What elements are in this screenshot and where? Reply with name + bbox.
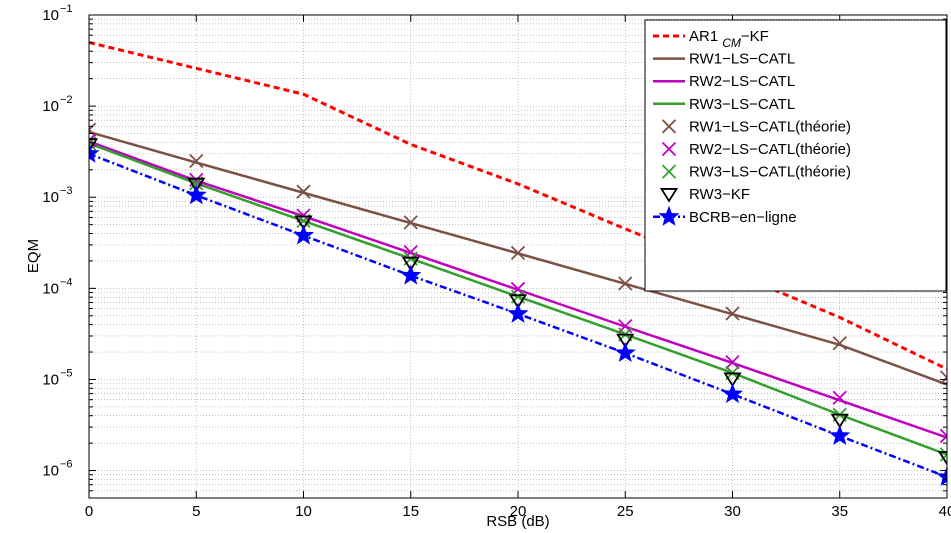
data-point bbox=[292, 224, 315, 245]
data-point bbox=[294, 215, 313, 231]
y-tick-label: 10 bbox=[42, 98, 59, 115]
legend-swatch-marker bbox=[661, 141, 677, 157]
data-point bbox=[400, 264, 422, 285]
data-point bbox=[725, 354, 740, 370]
data-point bbox=[937, 451, 947, 466]
data-point bbox=[829, 424, 851, 445]
x-tick-labels: 0 5 10 15 20 25 30 35 40 bbox=[85, 503, 951, 520]
legend-item: RW2−LS−CATL bbox=[653, 73, 795, 90]
legend-item: BCRB−en−ligne bbox=[653, 205, 797, 226]
legend-label: AR1 CM−KF bbox=[689, 28, 769, 50]
legend-label: RW3−LS−CATL bbox=[689, 96, 795, 113]
series-5 bbox=[89, 122, 947, 385]
data-point bbox=[296, 184, 311, 199]
legend-label: RW1−LS−CATL bbox=[689, 51, 795, 68]
series-9 bbox=[89, 142, 947, 487]
legend-swatch-marker bbox=[661, 119, 677, 134]
x-axis-label: RSB (dB) bbox=[486, 513, 549, 530]
legend-box bbox=[644, 19, 947, 292]
legend-label: BCRB−en−ligne bbox=[689, 209, 797, 226]
legend-label-suffix: −KF bbox=[741, 28, 769, 45]
x-tick-label: 25 bbox=[617, 503, 634, 520]
legend-item: RW1−LS−CATL bbox=[653, 51, 795, 68]
y-tick-label: 10 bbox=[42, 371, 59, 388]
data-point bbox=[508, 294, 528, 309]
y-tick-exponent: −5 bbox=[60, 367, 73, 379]
data-point bbox=[618, 276, 633, 291]
x-tick-label: 15 bbox=[402, 503, 419, 520]
legend-item: RW2−LS−CATL(théorie) bbox=[661, 141, 851, 158]
data-point bbox=[725, 306, 740, 321]
legend-swatch-marker bbox=[661, 164, 677, 179]
series-line bbox=[89, 152, 947, 479]
data-point bbox=[936, 465, 947, 487]
data-point bbox=[939, 428, 947, 444]
x-tick-label: 40 bbox=[939, 503, 951, 520]
y-axis-label: EQM bbox=[25, 239, 42, 273]
legend-label: RW2−LS−CATL bbox=[689, 73, 795, 90]
y-tick-exponent: −2 bbox=[60, 94, 73, 106]
data-point bbox=[403, 244, 418, 260]
x-tick-label: 35 bbox=[831, 503, 848, 520]
x-tick-label: 10 bbox=[295, 503, 312, 520]
data-point bbox=[939, 447, 947, 462]
y-tick-label: 10 bbox=[42, 280, 59, 297]
data-point bbox=[616, 333, 635, 349]
data-point bbox=[89, 122, 97, 137]
legend-label: RW3−KF bbox=[689, 186, 750, 203]
legend-label: RW3−LS−CATL(théorie) bbox=[689, 164, 851, 181]
x-tick-label: 0 bbox=[85, 503, 93, 520]
y-tick-exponent: −6 bbox=[60, 459, 73, 471]
legend-label: RW2−LS−CATL(théorie) bbox=[689, 141, 851, 158]
x-tick-label: 5 bbox=[192, 503, 200, 520]
data-point bbox=[832, 390, 847, 405]
legend-swatch-marker bbox=[659, 188, 679, 203]
legend-item: RW3−LS−CATL(théorie) bbox=[661, 164, 851, 181]
y-tick-label: 10 bbox=[42, 463, 59, 480]
legend-item: RW3−KF bbox=[659, 186, 750, 203]
y-tick-exponent: −1 bbox=[60, 3, 73, 15]
data-point bbox=[187, 177, 206, 193]
legend-label: RW1−LS−CATL(théorie) bbox=[689, 118, 851, 135]
data-point bbox=[401, 256, 420, 272]
series-8 bbox=[89, 138, 947, 466]
legend-item: RW3−LS−CATL bbox=[653, 96, 795, 113]
data-point bbox=[403, 215, 418, 230]
series-line bbox=[89, 40, 947, 371]
data-point bbox=[185, 184, 207, 205]
y-tick-label: 10 bbox=[42, 7, 59, 24]
legend-item: AR1 CM−KF bbox=[653, 28, 769, 50]
x-tick-label: 30 bbox=[724, 503, 741, 520]
series-1 bbox=[89, 40, 947, 371]
data-point bbox=[89, 142, 100, 163]
series-layer bbox=[89, 40, 947, 487]
data-point bbox=[507, 302, 529, 323]
data-point bbox=[830, 413, 849, 429]
data-point bbox=[939, 370, 947, 385]
x-tick-label: 20 bbox=[510, 503, 527, 520]
data-point bbox=[832, 336, 847, 351]
y-tick-exponent: −3 bbox=[60, 185, 73, 197]
y-tick-label: 10 bbox=[42, 189, 59, 206]
data-point bbox=[723, 372, 742, 388]
y-tick-labels: 10−610−510−410−310−210−1 bbox=[42, 3, 72, 480]
data-point bbox=[721, 382, 744, 404]
legend-item: RW1−LS−CATL(théorie) bbox=[661, 118, 851, 135]
legend-swatch-marker bbox=[658, 205, 680, 226]
data-point bbox=[189, 153, 204, 169]
data-point bbox=[89, 138, 99, 153]
y-tick-exponent: −4 bbox=[60, 276, 73, 288]
data-point bbox=[614, 341, 636, 363]
data-point bbox=[510, 245, 526, 261]
legend-label-subscript: CM bbox=[722, 36, 741, 50]
